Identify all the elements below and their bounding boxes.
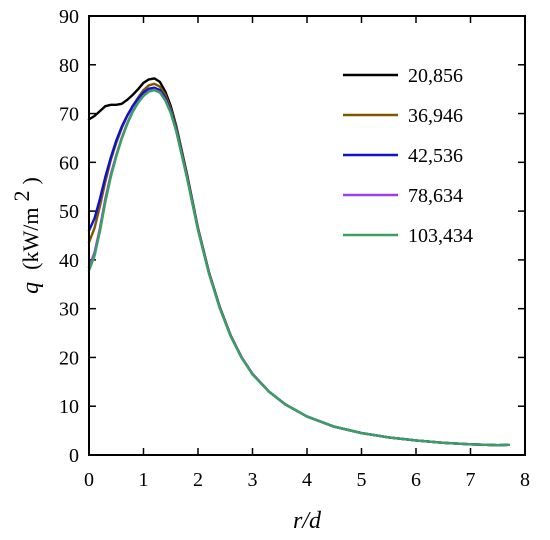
legend-label-4: 103,434 <box>408 225 473 247</box>
y-tick-label: 80 <box>59 55 79 77</box>
legend-label-2: 42,536 <box>408 145 463 167</box>
x-tick-label: 7 <box>466 469 476 491</box>
series-line-3 <box>87 88 510 447</box>
x-tick-label: 0 <box>84 469 94 491</box>
x-tick-label: 8 <box>520 469 530 491</box>
y-tick-label: 40 <box>59 250 79 272</box>
series-line-1 <box>87 82 510 447</box>
plot-frame <box>88 15 526 456</box>
legend-label-0: 20,856 <box>408 65 463 87</box>
y-tick-label: 50 <box>59 201 79 223</box>
y-tick-label: 90 <box>59 6 79 28</box>
y-tick-label: 10 <box>59 396 79 418</box>
y-axis-unit: (kW/m <box>18 208 43 270</box>
legend: 20,856 36,946 42,536 78,634 103,434 <box>343 65 473 247</box>
series-lines <box>87 77 510 447</box>
y-tick-label: 30 <box>59 299 79 321</box>
y-tick-label: 20 <box>59 347 79 369</box>
y-tick-label: 0 <box>69 445 79 467</box>
x-tick-label: 3 <box>248 469 258 491</box>
x-tick-label: 1 <box>139 469 149 491</box>
y-tick-label: 70 <box>59 104 79 126</box>
series-line-4 <box>87 88 510 447</box>
y-axis-unit-close: ) <box>18 177 43 184</box>
legend-label-1: 36,946 <box>408 105 463 127</box>
y-axis-unit-sup: 2 <box>9 191 34 202</box>
series-line-0 <box>87 77 510 447</box>
series-line-2 <box>87 86 510 447</box>
y-tick-label: 60 <box>59 152 79 174</box>
legend-label-3: 78,634 <box>408 185 463 207</box>
y-axis-variable: q <box>18 282 44 294</box>
x-tick-label: 6 <box>411 469 421 491</box>
x-tick-label: 4 <box>302 469 312 491</box>
x-tick-label: 2 <box>193 469 203 491</box>
x-tick-label: 5 <box>357 469 367 491</box>
y-axis-label: q (kW/m 2 ) <box>9 177 44 294</box>
x-axis-label: r/d <box>293 508 322 534</box>
